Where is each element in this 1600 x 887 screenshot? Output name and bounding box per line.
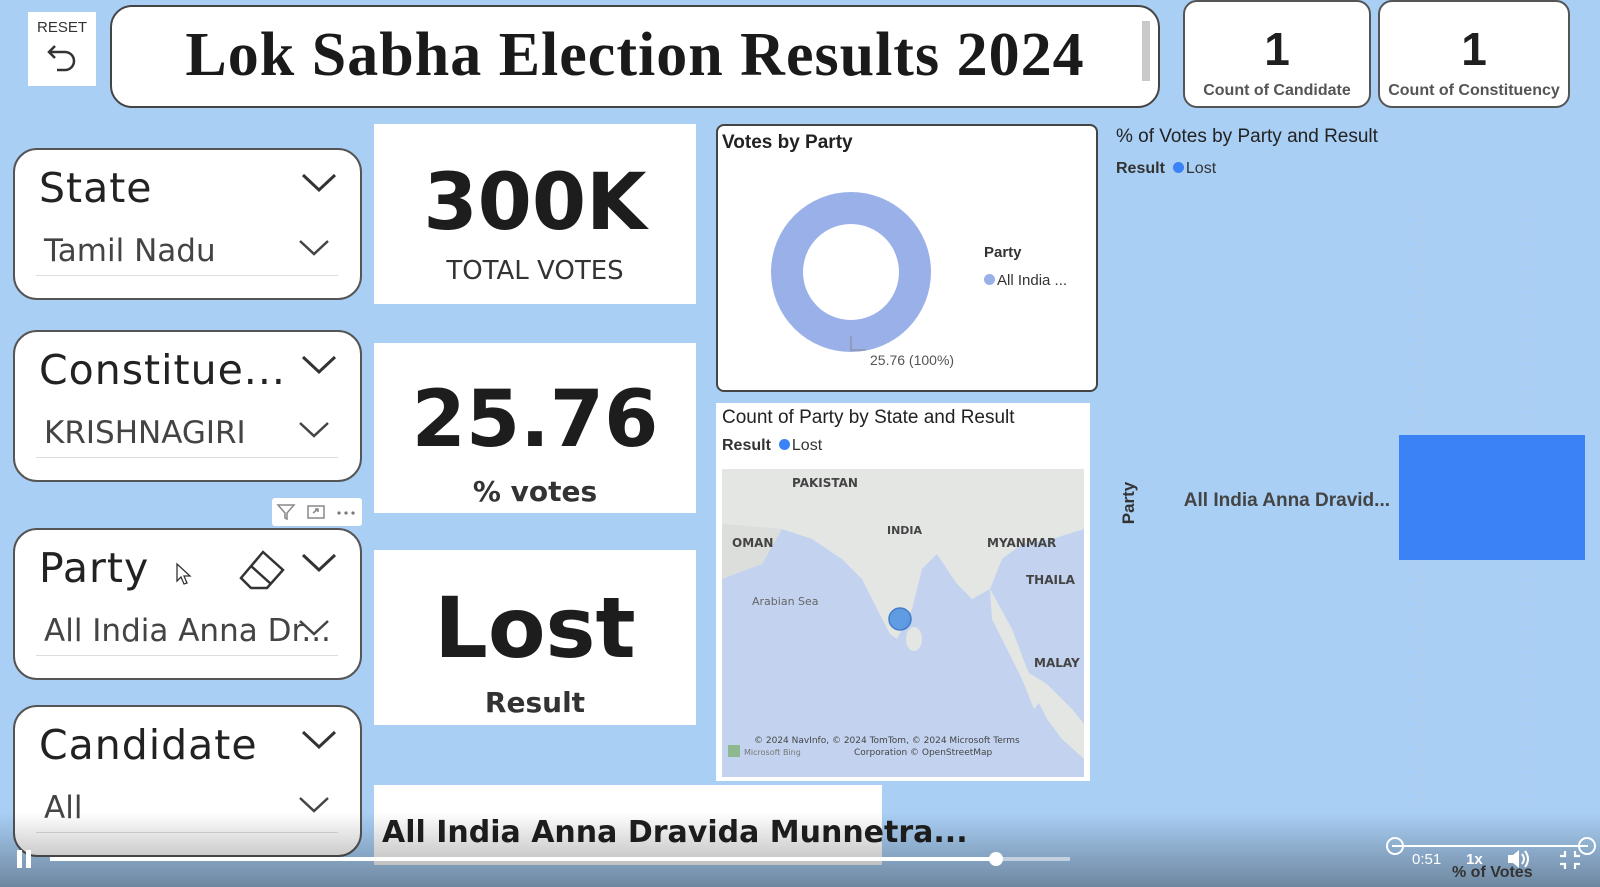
exit-fullscreen-button[interactable] [1558, 849, 1582, 875]
legend-dot [779, 439, 790, 450]
total-votes-card: 300K TOTAL VOTES [374, 124, 696, 304]
bing-label: Microsoft Bing [744, 748, 801, 757]
pause-button[interactable] [14, 848, 34, 870]
exit-fullscreen-icon [1558, 849, 1582, 871]
bar-ylabel: Party [1119, 481, 1138, 524]
video-controls-bar [0, 812, 1600, 887]
axis-range-slider[interactable] [1392, 845, 1588, 847]
chevron-down-icon [298, 618, 330, 638]
result-label: Result [374, 686, 696, 719]
party-value: All India Anna Dr... [44, 613, 331, 649]
bar-lost-aiadmk[interactable] [1399, 435, 1585, 560]
chevron-down-icon [298, 238, 330, 258]
candidate-count-label: Count of Candidate [1185, 82, 1369, 100]
state-value: Tamil Nadu [44, 233, 216, 269]
title-scrollbar[interactable] [1142, 21, 1150, 81]
reset-button[interactable]: RESET [28, 12, 96, 86]
map-title: Count of Party by State and Result [716, 403, 1090, 433]
map-legend: Result Lost [716, 433, 1090, 459]
eraser-icon[interactable] [237, 546, 289, 592]
chevron-down-icon[interactable] [300, 729, 338, 751]
donut-slice [787, 208, 915, 336]
axis-range-handle-min[interactable] [1386, 837, 1404, 855]
cursor-icon [175, 562, 193, 586]
map-label-india: INDIA [887, 524, 923, 537]
map-legend-title: Result [722, 437, 771, 454]
map-attribution-2: Corporation © OpenStreetMap [854, 748, 993, 758]
map-canvas[interactable]: PAKISTAN INDIA OMAN MYANMAR THAILA Arabi… [722, 469, 1084, 777]
candidate-count-card: 1 Count of Candidate [1183, 0, 1371, 108]
map-label-malaysia: MALAY [1034, 656, 1080, 670]
chevron-down-icon[interactable] [300, 354, 338, 376]
bar-plot[interactable]: Party All India Anna Dravid... 10 20 [1112, 120, 1600, 812]
more-options-icon[interactable] [335, 503, 357, 521]
map-label-oman: OMAN [732, 536, 773, 550]
donut-data-label: 25.76 (100%) [870, 352, 954, 368]
votes-by-party-donut[interactable]: Votes by Party 25.76 (100%) Party All In… [716, 124, 1098, 392]
map-location-marker [889, 608, 911, 630]
result-value: Lost [374, 550, 696, 670]
filter-icon[interactable] [276, 503, 296, 521]
pct-votes-label: % votes [374, 475, 696, 508]
map-label-myanmar: MYANMAR [987, 536, 1056, 550]
chevron-down-icon [298, 420, 330, 440]
map-label-arabian-sea: Arabian Sea [752, 595, 819, 608]
pct-votes-value: 25.76 [374, 343, 696, 459]
party-by-state-map[interactable]: Count of Party by State and Result Resul… [716, 403, 1090, 781]
donut-legend-item[interactable]: All India ... [984, 272, 1067, 289]
pct-votes-bar-chart[interactable]: % of Votes by Party and Result Result Los… [1112, 120, 1600, 812]
video-time: 0:51 [1412, 851, 1441, 868]
donut-legend-label: All India ... [997, 272, 1067, 289]
map-attribution-1: © 2024 NavInfo, © 2024 TomTom, © 2024 Mi… [754, 736, 1020, 746]
focus-mode-icon[interactable] [306, 503, 326, 521]
party-dropdown[interactable]: All India Anna Dr... [36, 606, 338, 656]
reset-label: RESET [28, 12, 96, 36]
constituency-value: KRISHNAGIRI [44, 415, 246, 451]
page-title: Lok Sabha Election Results 2024 [112, 7, 1158, 103]
donut-legend-title: Party [984, 244, 1022, 261]
constituency-dropdown[interactable]: KRISHNAGIRI [36, 408, 338, 458]
constituency-count-value: 1 [1380, 2, 1568, 72]
bar-category-label: All India Anna Dravid... [1184, 490, 1390, 511]
chevron-down-icon[interactable] [300, 172, 338, 194]
constituency-count-card: 1 Count of Constituency [1378, 0, 1570, 108]
result-card: Lost Result [374, 550, 696, 725]
legend-dot [984, 274, 995, 285]
constituency-count-label: Count of Constituency [1380, 82, 1568, 100]
volume-button[interactable] [1506, 848, 1532, 874]
playback-speed-button[interactable]: 1x [1466, 851, 1483, 868]
candidate-count-value: 1 [1185, 2, 1369, 72]
timeline-scrubber[interactable] [989, 852, 1003, 866]
map-label-pakistan: PAKISTAN [792, 476, 858, 490]
report-title-box: Lok Sabha Election Results 2024 [110, 5, 1160, 108]
microsoft-logo-icon [728, 745, 740, 757]
state-dropdown[interactable]: Tamil Nadu [36, 226, 338, 276]
undo-icon [45, 40, 79, 74]
constituency-slicer[interactable]: Constitue... KRISHNAGIRI [13, 330, 362, 482]
pause-icon [14, 848, 34, 870]
donut-title: Votes by Party [718, 126, 1096, 160]
state-slicer[interactable]: State Tamil Nadu [13, 148, 362, 300]
volume-icon [1506, 848, 1532, 870]
total-votes-label: TOTAL VOTES [374, 256, 696, 286]
party-slicer[interactable]: Party All India Anna Dr... [13, 528, 362, 680]
pct-votes-card: 25.76 % votes [374, 343, 696, 513]
visual-header-toolbar [272, 498, 362, 526]
map-legend-item: Lost [792, 437, 822, 454]
video-timeline[interactable] [50, 857, 1070, 861]
chevron-down-icon[interactable] [300, 552, 338, 574]
timeline-progress [50, 857, 995, 861]
total-votes-value: 300K [374, 124, 696, 242]
map-label-thailand: THAILA [1026, 573, 1076, 587]
